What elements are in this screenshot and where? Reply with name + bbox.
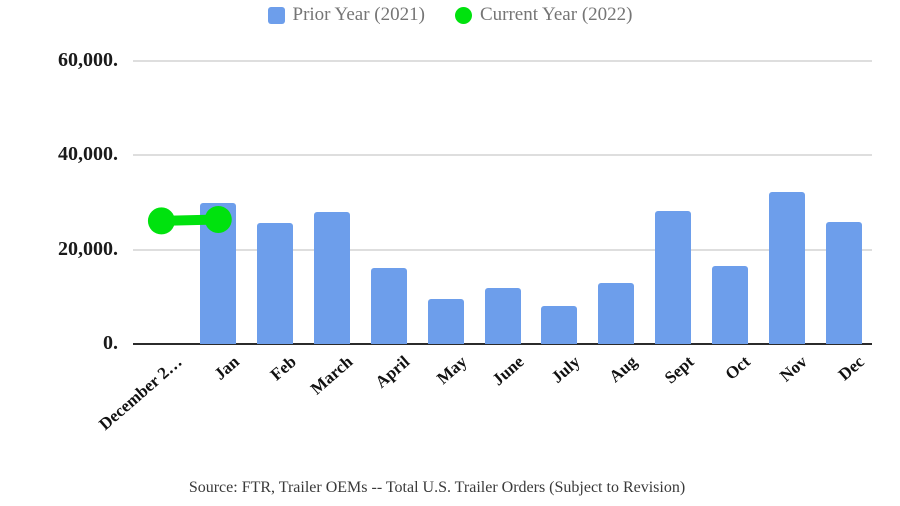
bar (768, 192, 805, 344)
x-axis-tick-label: Nov (776, 352, 812, 386)
legend-label-prior-year: Prior Year (2021) (292, 4, 425, 25)
legend-label-current-year: Current Year (2022) (479, 4, 633, 25)
x-axis-tick-label: April (371, 352, 414, 392)
plot-area (133, 60, 872, 345)
x-axis-tick-label: Aug (605, 352, 641, 387)
bar (427, 299, 464, 344)
legend-item-prior-year: Prior Year (2021) (267, 4, 425, 26)
x-axis-tick-label: May (432, 352, 471, 389)
bar (598, 283, 635, 344)
x-axis-tick-label: December 2… (95, 352, 186, 434)
y-axis-tick-label: 20,000. (58, 237, 118, 260)
prior-year-swatch-icon (267, 6, 285, 24)
gridline (133, 154, 872, 157)
chart-legend: Prior Year (2021) Current Year (2022) (0, 4, 900, 26)
source-note: Source: FTR, Trailer OEMs -- Total U.S. … (188, 479, 686, 496)
y-axis-tick-label: 40,000. (58, 143, 118, 166)
y-axis-tick-label: 60,000. (58, 49, 118, 71)
bar (711, 266, 748, 344)
gridline (133, 60, 872, 62)
x-axis-tick-label: Feb (266, 352, 300, 385)
bar (313, 211, 350, 344)
bar (200, 202, 237, 344)
y-axis-tick-label: 0. (103, 332, 118, 354)
x-axis-tick-label: March (307, 352, 357, 399)
x-axis-tick-label: Oct (721, 352, 755, 384)
x-axis-tick-label: Dec (834, 352, 869, 385)
x-axis-baseline (133, 343, 872, 345)
bar (541, 305, 578, 344)
bar (825, 221, 862, 344)
x-axis-tick-label: June (488, 352, 527, 390)
bar (257, 222, 294, 344)
x-axis-tick-label: Sept (660, 352, 698, 388)
current-year-dot-icon (454, 6, 472, 24)
x-axis-tick-label: July (547, 352, 584, 387)
line-point-marker (147, 207, 175, 235)
bar (370, 268, 407, 344)
legend-item-current-year: Current Year (2022) (454, 4, 633, 26)
gridline (133, 248, 872, 251)
bar (484, 288, 521, 344)
x-axis-tick-label: Jan (210, 352, 243, 384)
bar (655, 211, 692, 344)
